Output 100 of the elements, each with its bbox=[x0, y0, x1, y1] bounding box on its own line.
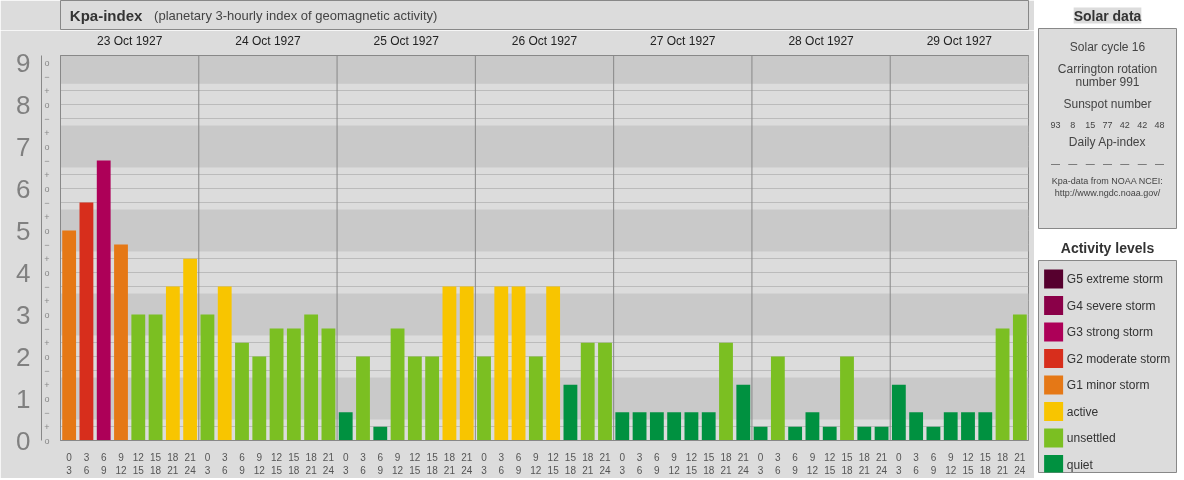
x-tick-label: 9 12 bbox=[806, 451, 819, 476]
text: Daily Ap-index bbox=[1068, 135, 1146, 150]
x-tick-label: 18 21 bbox=[997, 451, 1009, 476]
x-tick-label: 15 18 bbox=[150, 451, 162, 476]
bar bbox=[477, 356, 491, 441]
legend-label: G4 severe storm bbox=[1066, 298, 1156, 313]
x-tick-label: 9 12 bbox=[530, 451, 542, 476]
bar bbox=[373, 426, 388, 441]
y-tick-label: 0 bbox=[16, 425, 31, 456]
text: o bbox=[44, 393, 50, 404]
bar bbox=[425, 356, 440, 441]
bar bbox=[494, 286, 509, 441]
x-tick-label: 6 9 bbox=[930, 451, 937, 476]
text: + bbox=[44, 85, 50, 96]
bar bbox=[407, 356, 422, 441]
y-tick-label: 7 bbox=[16, 131, 31, 162]
text: o bbox=[44, 267, 50, 278]
x-tick-label: 21 24 bbox=[599, 451, 611, 476]
bar bbox=[563, 384, 578, 441]
x-tick-label: 0 3 bbox=[342, 451, 349, 476]
x-tick-label: 3 6 bbox=[775, 451, 782, 476]
x-tick-label: 15 18 bbox=[979, 451, 992, 476]
text: − bbox=[44, 323, 50, 334]
bar bbox=[356, 356, 370, 441]
bar bbox=[114, 244, 128, 441]
x-tick-label: 21 24 bbox=[461, 451, 473, 476]
x-tick-label: 3 6 bbox=[221, 451, 228, 476]
x-tick-label: 15 18 bbox=[564, 451, 577, 476]
bar bbox=[667, 412, 682, 441]
y-tick-label: 8 bbox=[16, 89, 31, 120]
bar bbox=[217, 286, 232, 441]
x-tick-label: 3 6 bbox=[83, 451, 90, 476]
text: o bbox=[44, 99, 50, 110]
bar bbox=[62, 230, 77, 441]
chart-subtitle: (planetary 3-hourly index of geomagnetic activity) bbox=[154, 8, 438, 23]
text: + bbox=[44, 253, 50, 264]
x-tick-label: 3 6 bbox=[360, 451, 367, 476]
bar bbox=[684, 412, 699, 441]
text: + bbox=[44, 337, 50, 348]
bar bbox=[788, 426, 803, 441]
bar bbox=[183, 258, 198, 441]
x-tick-label: 0 3 bbox=[66, 451, 73, 476]
bar bbox=[200, 314, 215, 441]
bar bbox=[632, 412, 647, 441]
x-tick-label: 6 9 bbox=[100, 451, 107, 476]
bar bbox=[909, 412, 924, 441]
text: Sunspot number bbox=[1063, 96, 1152, 111]
bar bbox=[165, 286, 180, 441]
x-tick-label: 18 21 bbox=[167, 451, 179, 476]
x-tick-label: 21 24 bbox=[1014, 451, 1026, 476]
legend-label: G1 minor storm bbox=[1066, 378, 1150, 393]
bar bbox=[511, 286, 526, 441]
bar bbox=[321, 328, 336, 441]
text: — — — — — — — bbox=[1050, 158, 1165, 169]
text: o bbox=[44, 141, 50, 152]
text: + bbox=[44, 379, 50, 390]
text: o bbox=[44, 309, 50, 320]
x-tick-label: 18 21 bbox=[305, 451, 318, 476]
x-tick-label: 18 21 bbox=[582, 451, 594, 476]
x-tick-label: 0 3 bbox=[896, 451, 903, 476]
bar bbox=[822, 426, 837, 441]
text: + bbox=[44, 421, 50, 432]
text: Kpa-data from NOAA NCEI: bbox=[1051, 176, 1163, 187]
x-tick-label: 3 6 bbox=[636, 451, 643, 476]
text: + bbox=[44, 169, 50, 180]
bar bbox=[891, 384, 906, 441]
x-tick-label: 12 15 bbox=[824, 451, 836, 476]
y-tick-label: 5 bbox=[16, 215, 31, 246]
x-tick-label: 12 15 bbox=[685, 451, 698, 476]
text: o bbox=[44, 435, 50, 446]
bar bbox=[546, 286, 561, 441]
legend-title: Activity levels bbox=[1060, 239, 1155, 256]
bar bbox=[701, 412, 716, 441]
x-tick-label: 15 18 bbox=[426, 451, 439, 476]
bar bbox=[304, 314, 319, 441]
bar bbox=[96, 160, 111, 441]
x-tick-label: 0 3 bbox=[619, 451, 626, 476]
bar bbox=[1012, 314, 1027, 441]
text: Solar data bbox=[1073, 7, 1142, 24]
text: Solar cycle 16 bbox=[1069, 40, 1146, 55]
legend-label: quiet bbox=[1066, 457, 1094, 472]
text: − bbox=[44, 197, 50, 208]
text: 27 Oct 1927 bbox=[650, 33, 716, 48]
bar bbox=[978, 412, 993, 441]
text: − bbox=[44, 281, 50, 292]
text: 25 Oct 1927 bbox=[373, 33, 440, 48]
x-tick-label: 6 9 bbox=[377, 451, 384, 476]
bar bbox=[840, 356, 854, 441]
text: o bbox=[44, 57, 50, 68]
text: − bbox=[44, 155, 50, 166]
text: 93 8 15 77 42 42 48 bbox=[1050, 120, 1165, 131]
text: o bbox=[44, 225, 50, 236]
text: − bbox=[44, 113, 50, 124]
bar bbox=[442, 286, 457, 441]
text: 26 Oct 1927 bbox=[511, 33, 578, 48]
text: − bbox=[44, 239, 50, 250]
text: Carrington rotation number 991 bbox=[1057, 62, 1158, 89]
x-tick-label: 21 24 bbox=[876, 451, 888, 476]
x-tick-label: 12 15 bbox=[547, 451, 560, 476]
x-tick-label: 0 3 bbox=[757, 451, 764, 476]
